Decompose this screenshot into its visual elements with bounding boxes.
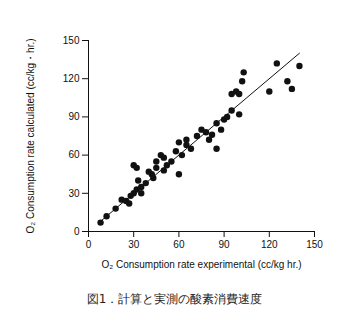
svg-text:120: 120 bbox=[63, 73, 80, 84]
svg-text:60: 60 bbox=[173, 239, 185, 250]
svg-text:90: 90 bbox=[219, 239, 231, 250]
svg-text:60: 60 bbox=[68, 149, 80, 160]
svg-text:30: 30 bbox=[128, 239, 140, 250]
svg-text:150: 150 bbox=[306, 239, 323, 250]
html-text:図1．計算と実測の酸素消費速度: 図1．計算と実測の酸素消費速度 bbox=[86, 292, 263, 306]
svg-text:90: 90 bbox=[68, 111, 80, 122]
svg-text:O₂ Consumption rate experiment: O₂ Consumption rate experimental (cc/kg … bbox=[101, 259, 301, 270]
svg-text:30: 30 bbox=[68, 188, 80, 199]
svg-text:120: 120 bbox=[261, 239, 278, 250]
svg-text:O₂ Consumption rate calculated: O₂ Consumption rate calculated (cc/kg・hr… bbox=[25, 38, 36, 233]
svg-text:0: 0 bbox=[86, 239, 92, 250]
svg-text:150: 150 bbox=[63, 35, 80, 46]
svg-text:0: 0 bbox=[74, 226, 80, 237]
